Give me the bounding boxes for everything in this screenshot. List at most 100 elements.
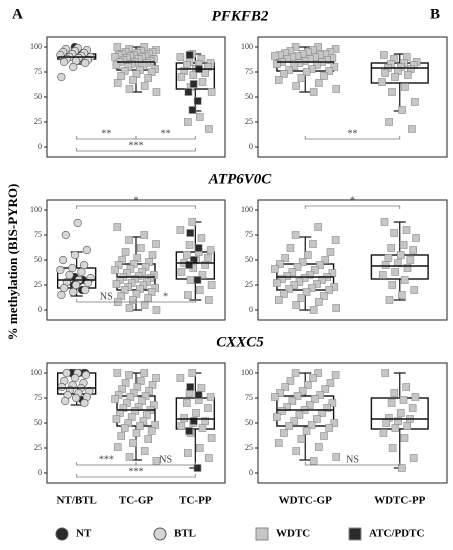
data-point bbox=[307, 421, 316, 429]
data-point bbox=[197, 384, 206, 392]
data-point bbox=[129, 296, 137, 304]
data-point bbox=[184, 118, 192, 126]
data-point bbox=[280, 429, 288, 437]
y-tick-label: 25 bbox=[245, 443, 253, 452]
data-point bbox=[411, 393, 420, 401]
data-point bbox=[81, 285, 90, 295]
data-point bbox=[379, 429, 388, 437]
data-point bbox=[305, 401, 314, 409]
data-point bbox=[400, 434, 409, 442]
data-point bbox=[80, 260, 89, 270]
significance-bracket bbox=[304, 462, 401, 466]
data-point bbox=[188, 369, 197, 377]
y-tick-label: 50 bbox=[34, 418, 42, 427]
data-point bbox=[381, 369, 389, 377]
data-point bbox=[326, 379, 335, 387]
data-point bbox=[309, 374, 317, 382]
data-point bbox=[321, 385, 330, 393]
data-point bbox=[125, 236, 133, 244]
significance-label: NS bbox=[159, 454, 172, 465]
data-point bbox=[195, 286, 204, 294]
panel-label: A bbox=[12, 6, 23, 22]
x-tick-label: TC-GP bbox=[119, 495, 154, 507]
data-point bbox=[397, 251, 405, 259]
data-point bbox=[152, 306, 161, 314]
y-tick-label: 25 bbox=[34, 280, 42, 289]
data-point bbox=[402, 226, 411, 234]
data-point bbox=[320, 292, 328, 300]
data-point bbox=[129, 439, 137, 447]
data-point bbox=[207, 88, 216, 96]
data-point bbox=[325, 286, 333, 294]
data-point bbox=[147, 427, 156, 435]
significance-label: *** bbox=[99, 454, 114, 465]
data-point bbox=[286, 377, 295, 385]
data-point bbox=[271, 393, 279, 401]
data-point bbox=[205, 454, 213, 462]
data-point bbox=[111, 53, 119, 61]
y-tick-label: 100 bbox=[30, 205, 42, 214]
data-point bbox=[140, 301, 149, 309]
data-point bbox=[60, 57, 69, 67]
data-point bbox=[297, 435, 306, 443]
chart-title: CXXC5 bbox=[216, 334, 264, 350]
data-point bbox=[144, 74, 152, 82]
data-point bbox=[285, 422, 293, 430]
data-point bbox=[288, 397, 297, 405]
data-point bbox=[140, 82, 149, 90]
y-tick-label: 50 bbox=[245, 92, 253, 101]
data-point bbox=[309, 88, 318, 96]
data-point bbox=[382, 419, 390, 427]
data-point bbox=[281, 383, 290, 391]
data-point bbox=[314, 369, 322, 377]
data-point bbox=[70, 250, 80, 260]
data-point bbox=[297, 294, 306, 302]
significance-label: ** bbox=[161, 128, 171, 139]
data-point bbox=[316, 391, 324, 399]
data-point bbox=[273, 279, 281, 287]
significance-label: * bbox=[350, 195, 355, 206]
data-point bbox=[401, 83, 409, 91]
data-point bbox=[65, 270, 74, 280]
data-point bbox=[285, 285, 293, 293]
data-point bbox=[176, 374, 185, 382]
panel-label: B bbox=[430, 6, 440, 22]
data-point bbox=[387, 399, 396, 407]
data-point bbox=[57, 290, 66, 300]
data-point bbox=[206, 393, 215, 401]
data-point bbox=[81, 58, 90, 68]
significance-label: ** bbox=[348, 128, 358, 139]
data-point bbox=[140, 369, 149, 377]
significance-label: * bbox=[134, 195, 139, 206]
legend-label: NT bbox=[76, 528, 92, 540]
y-tick-label: 50 bbox=[245, 255, 253, 264]
data-point bbox=[125, 453, 134, 461]
legend-label: BTL bbox=[174, 528, 196, 540]
data-point bbox=[292, 82, 301, 90]
data-point bbox=[274, 76, 283, 84]
data-point bbox=[291, 369, 300, 377]
data-point bbox=[390, 389, 399, 397]
significance-bracket bbox=[76, 474, 196, 478]
data-point bbox=[136, 422, 144, 430]
y-tick-label: 25 bbox=[245, 280, 253, 289]
data-point bbox=[396, 409, 405, 417]
data-point bbox=[188, 106, 197, 114]
data-point bbox=[397, 464, 406, 472]
y-tick-label: 50 bbox=[34, 255, 42, 264]
data-point bbox=[125, 304, 134, 312]
data-point bbox=[273, 413, 281, 421]
significance-bracket bbox=[304, 205, 401, 209]
data-point bbox=[58, 255, 68, 265]
data-point bbox=[177, 73, 186, 81]
data-point bbox=[193, 276, 202, 284]
y-tick-label: 50 bbox=[245, 418, 253, 427]
data-point bbox=[113, 369, 122, 377]
data-point bbox=[198, 271, 207, 279]
data-point bbox=[280, 290, 288, 298]
data-point bbox=[61, 396, 70, 406]
data-point bbox=[185, 261, 193, 269]
data-point bbox=[152, 457, 161, 465]
data-point bbox=[311, 395, 319, 403]
